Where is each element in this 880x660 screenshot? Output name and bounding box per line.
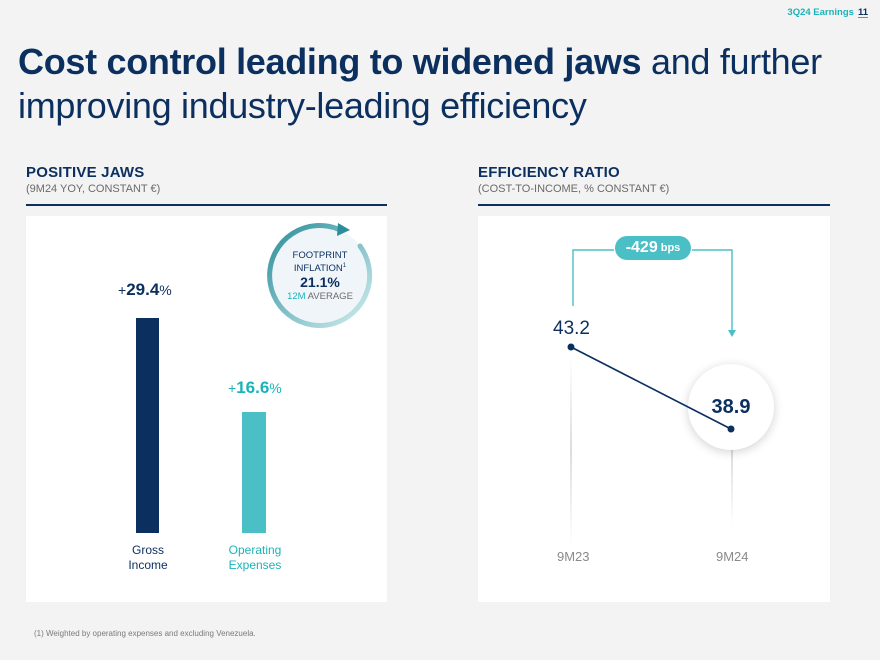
efficiency-line-svg [570, 249, 736, 546]
efficiency-subheading: (COST-TO-INCOME, % CONSTANT €) [478, 183, 670, 195]
jaws-section-header: POSITIVE JAWS (9M24 YOY, CONSTANT €) [26, 164, 387, 206]
footprint-inflation-badge: FOOTPRINT INFLATION1 21.1% 12M AVERAGE [267, 223, 373, 328]
title-bold: Cost control leading to widened jaws [18, 41, 642, 82]
jaws-chart-panel: +29.4% +16.6% Gross Income Operating Expen… [26, 216, 387, 602]
gridline-9m24 [731, 376, 733, 526]
gross-income-bar [136, 318, 159, 533]
change-bps-badge: -429 bps [615, 236, 691, 260]
badge-line1: FOOTPRINT [292, 249, 348, 261]
efficiency-chart-panel: 38.9 -429 bps 43.2 9M23 9M24 [478, 216, 830, 602]
operating-expenses-pct: +16.6% [228, 378, 282, 397]
efficiency-section-header: EFFICIENCY RATIO (COST-TO-INCOME, % CONS… [478, 164, 838, 206]
badge-value: 21.1% [300, 274, 340, 291]
efficiency-series-line [570, 346, 732, 430]
end-value-circle: 38.9 [688, 364, 774, 450]
page-title: Cost control leading to widened jaws and… [18, 40, 868, 128]
efficiency-heading: EFFICIENCY RATIO [478, 164, 620, 181]
efficiency-point-9m24 [727, 425, 735, 433]
bracket-right [692, 249, 733, 332]
page-number: 11 [857, 7, 868, 18]
down-arrow-icon [728, 330, 736, 337]
bracket-left [572, 249, 614, 306]
gross-income-label: Gross Income [128, 543, 168, 572]
jaws-subheading: (9M24 YOY, CONSTANT €) [26, 183, 161, 195]
title-light: and further improving industry-leading e… [18, 41, 822, 126]
gross-income-pct: +29.4% [118, 280, 172, 299]
refresh-ring-icon [267, 223, 373, 328]
footnote: (1) Weighted by operating expenses and e… [34, 629, 256, 638]
jaws-heading: POSITIVE JAWS [26, 164, 145, 181]
jaws-divider [26, 204, 387, 206]
badge-average: 12M AVERAGE [287, 291, 353, 303]
badge-line2: INFLATION1 [293, 262, 347, 275]
operating-expenses-label: Operating Expenses [228, 543, 282, 572]
header-label: 3Q24 Earnings [787, 7, 854, 18]
gridline-9m23 [570, 356, 572, 546]
efficiency-divider [478, 204, 830, 206]
x-label-9m23: 9M23 [557, 549, 590, 564]
efficiency-series-svg [567, 343, 735, 433]
x-label-9m24: 9M24 [716, 549, 749, 564]
header-tag: 3Q24 Earnings 11 [787, 7, 868, 18]
efficiency-point-9m23 [567, 343, 575, 351]
start-value-label: 43.2 [553, 318, 590, 339]
operating-expenses-bar [242, 412, 266, 533]
